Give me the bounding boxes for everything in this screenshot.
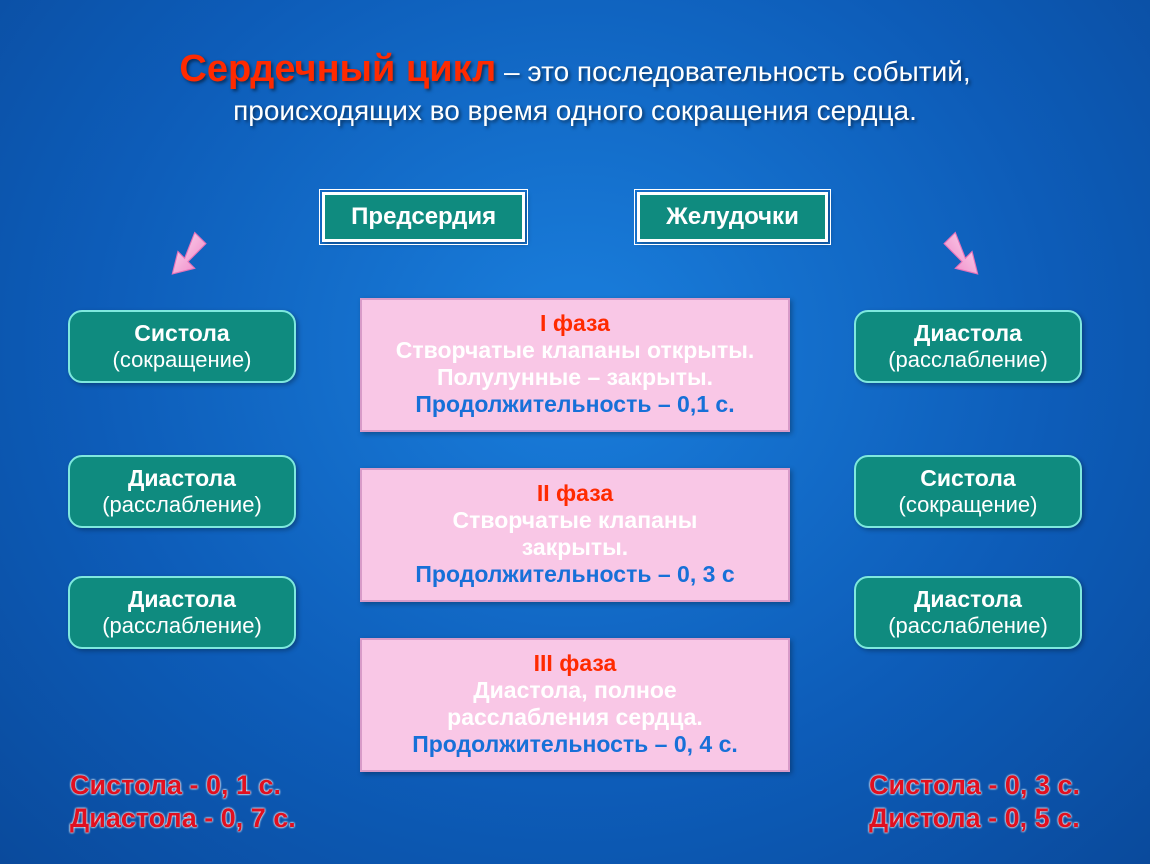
box-ventricles: Желудочки: [637, 192, 828, 242]
phase-2-line-1: Створчатые клапаны: [374, 507, 776, 534]
title-main: Сердечный цикл: [179, 48, 496, 90]
left-box-1-sub: (сокращение): [78, 347, 286, 373]
right-box-2: Систола (сокращение): [854, 455, 1082, 528]
phase-2-duration: Продолжительность – 0, 3 с: [374, 561, 776, 588]
summary-left-l2: Диастола - 0, 7 с.: [70, 802, 296, 836]
summary-right-l2: Дистола - 0, 5 с.: [869, 802, 1080, 836]
phase-1-box: I фаза Створчатые клапаны открыты. Полул…: [360, 298, 790, 432]
right-box-3: Диастола (расслабление): [854, 576, 1082, 649]
summary-right-l1: Систола - 0, 3 с.: [869, 769, 1080, 803]
subtitle: происходящих во время одного сокращения …: [60, 95, 1090, 127]
center-column: I фаза Створчатые клапаны открыты. Полул…: [360, 298, 790, 808]
left-box-2-sub: (расслабление): [78, 492, 286, 518]
phase-2-box: II фаза Створчатые клапаны закрыты. Прод…: [360, 468, 790, 602]
left-box-1-title: Систола: [78, 320, 286, 347]
phase-3-line-1: Диастола, полное: [374, 677, 776, 704]
summary-left-l1: Систола - 0, 1 с.: [70, 769, 296, 803]
title-row: Сердечный цикл – это последовательность …: [60, 48, 1090, 91]
phase-1-title: I фаза: [374, 310, 776, 337]
summary-right: Систола - 0, 3 с. Дистола - 0, 5 с.: [869, 769, 1080, 837]
phase-3-title: III фаза: [374, 650, 776, 677]
summary-left: Систола - 0, 1 с. Диастола - 0, 7 с.: [70, 769, 296, 837]
left-box-3-title: Диастола: [78, 586, 286, 613]
box-atria: Предсердия: [322, 192, 525, 242]
right-box-1: Диастола (расслабление): [854, 310, 1082, 383]
arrow-right-icon: [934, 228, 990, 284]
right-column: Диастола (расслабление) Систола (сокраще…: [854, 310, 1082, 649]
right-box-3-title: Диастола: [864, 586, 1072, 613]
slide-header: Сердечный цикл – это последовательность …: [0, 0, 1150, 127]
right-box-1-title: Диастола: [864, 320, 1072, 347]
left-box-2-title: Диастола: [78, 465, 286, 492]
right-box-3-sub: (расслабление): [864, 613, 1072, 639]
phase-3-duration: Продолжительность – 0, 4 с.: [374, 731, 776, 758]
phase-2-title: II фаза: [374, 480, 776, 507]
left-box-1: Систола (сокращение): [68, 310, 296, 383]
title-definition: – это последовательность событий,: [496, 56, 970, 87]
left-column: Систола (сокращение) Диастола (расслабле…: [68, 310, 296, 649]
phase-3-line-2: расслабления сердца.: [374, 704, 776, 731]
phase-1-line-1: Створчатые клапаны открыты.: [374, 337, 776, 364]
arrow-left-icon: [160, 228, 216, 284]
phase-3-box: III фаза Диастола, полное расслабления с…: [360, 638, 790, 772]
left-box-2: Диастола (расслабление): [68, 455, 296, 528]
right-box-2-sub: (сокращение): [864, 492, 1072, 518]
right-box-1-sub: (расслабление): [864, 347, 1072, 373]
left-box-3: Диастола (расслабление): [68, 576, 296, 649]
phase-1-duration: Продолжительность – 0,1 с.: [374, 391, 776, 418]
phase-1-line-2: Полулунные – закрыты.: [374, 364, 776, 391]
left-box-3-sub: (расслабление): [78, 613, 286, 639]
phase-2-line-2: закрыты.: [374, 534, 776, 561]
right-box-2-title: Систола: [864, 465, 1072, 492]
